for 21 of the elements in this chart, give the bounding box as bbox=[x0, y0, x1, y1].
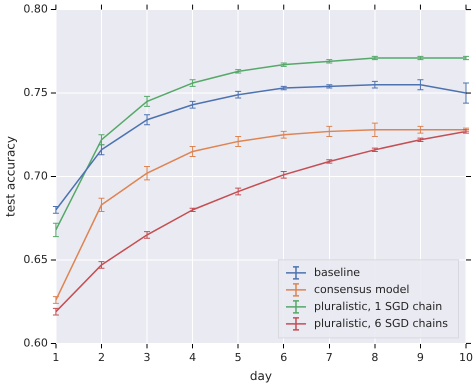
x-tick-label: 5 bbox=[234, 350, 242, 364]
y-tick-label: 0.70 bbox=[23, 169, 48, 182]
x-tick-label: 1 bbox=[52, 350, 60, 364]
legend-label: baseline bbox=[314, 266, 360, 279]
y-tick-label: 0.80 bbox=[23, 2, 48, 16]
legend-label: consensus model bbox=[314, 282, 410, 296]
x-tick-label: 4 bbox=[189, 350, 196, 364]
y-tick-label: 0.75 bbox=[23, 86, 48, 99]
x-tick-label: 10 bbox=[459, 350, 473, 364]
x-tick-label: 6 bbox=[280, 350, 288, 364]
y-tick-label: 0.65 bbox=[23, 252, 48, 266]
x-tick-label: 3 bbox=[144, 350, 151, 364]
legend-label: pluralistic, 1 SGD chain bbox=[314, 300, 442, 313]
y-axis-title: test accuracy bbox=[3, 136, 18, 217]
x-tick-label: 9 bbox=[416, 350, 424, 364]
x-tick-label: 7 bbox=[326, 350, 333, 364]
x-tick-label: 8 bbox=[371, 350, 378, 364]
x-tick-label: 2 bbox=[98, 350, 105, 364]
x-axis-title: day bbox=[250, 368, 272, 383]
legend-label: pluralistic, 6 SGD chains bbox=[314, 316, 448, 330]
y-tick-label: 0.60 bbox=[23, 336, 48, 350]
